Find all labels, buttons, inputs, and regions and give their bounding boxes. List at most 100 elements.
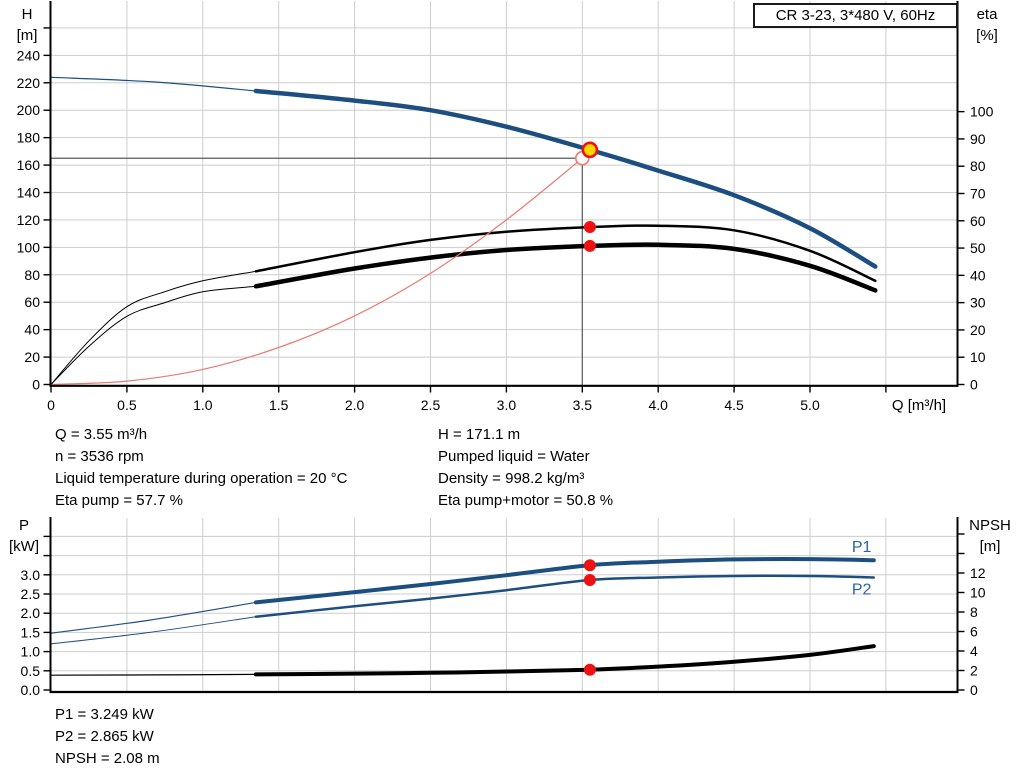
info-npsh: NPSH = 2.08 m (55, 750, 160, 767)
curve-label-p2: P2 (852, 581, 872, 598)
npsh-tick-label: 2 (970, 663, 978, 679)
npsh-axis-symbol: NPSH (969, 517, 1011, 534)
info-flow: Q = 3.55 m³/h (55, 426, 148, 443)
h-tick-label: 40 (24, 322, 40, 338)
eta-tick-label: 60 (970, 213, 986, 229)
eta-tick-label: 20 (970, 322, 986, 338)
info-top-right: H = 171.1 m Pumped liquid = Water Densit… (438, 424, 613, 512)
eta-tick-label: 80 (970, 158, 986, 174)
p-tick-label: 1.0 (21, 644, 41, 660)
npsh-tick-label: 8 (970, 604, 978, 620)
eta-tick-label: 100 (970, 104, 994, 120)
h-tick-label: 220 (17, 75, 41, 91)
q-tick-label: 3.5 (573, 397, 593, 413)
qh-out-of-range (50, 76, 257, 92)
npsh-out-of-range (50, 673, 257, 676)
q-axis-unit-label: Q [m³/h] (892, 397, 946, 414)
info-liquid-temp: Liquid temperature during operation = 20… (55, 470, 348, 487)
info-bottom: P1 = 3.249 kW P2 = 2.865 kW NPSH = 2.08 … (55, 704, 160, 770)
info-p2: P2 = 2.865 kW (55, 728, 154, 745)
q-tick-label: 0.5 (117, 397, 137, 413)
p-tick-label: 2.0 (21, 605, 41, 621)
eta-pump-motor-point[interactable] (583, 239, 596, 252)
eta-tick-label: 90 (970, 131, 986, 147)
h-axis-title: H [m] (6, 4, 48, 46)
curve-label-p1: P1 (852, 539, 872, 556)
npsh-tick-label: 0 (970, 682, 978, 698)
info-p1: P1 = 3.249 kW (55, 706, 154, 723)
system-curve (50, 157, 583, 386)
h-tick-label: 80 (24, 267, 40, 283)
p-tick-label: 1.5 (21, 624, 41, 640)
eta-axis-unit: [%] (976, 27, 998, 44)
npsh-axis-title: NPSH [m] (958, 515, 1022, 557)
npsh-axis-unit: [m] (979, 538, 1001, 555)
h-tick-label: 100 (17, 239, 41, 255)
p-tick-label: 0.5 (21, 663, 41, 679)
h-tick-label: 140 (17, 185, 41, 201)
eta-tick-label: 40 (970, 267, 986, 283)
eta-tick-label: 30 (970, 295, 986, 311)
p1-curve (253, 557, 876, 605)
eta-tick-label: 70 (970, 185, 986, 201)
h-tick-label: 60 (24, 294, 40, 310)
npsh-curve (253, 644, 876, 677)
p-axis-unit: [kW] (9, 538, 39, 555)
p2-point[interactable] (583, 573, 596, 586)
p-tick-label: 2.5 (21, 586, 41, 602)
h-tick-label: 160 (17, 157, 41, 173)
h-tick-label: 200 (17, 102, 41, 118)
h-tick-label: 120 (17, 212, 41, 228)
eta-pump-curve (254, 224, 877, 283)
q-tick-label: 1.0 (193, 397, 213, 413)
p-axis-title: P [kW] (2, 515, 46, 557)
p-tick-label: 0.0 (21, 682, 41, 698)
eta-pump-motor-curve (253, 242, 878, 293)
qh-curve (253, 88, 878, 269)
info-density: Density = 998.2 kg/m³ (438, 470, 585, 487)
q-tick-label: 5.0 (800, 397, 820, 413)
eta-tick-label: 10 (970, 349, 986, 365)
p1-point[interactable] (583, 559, 596, 572)
duty-point-actual[interactable] (581, 141, 599, 159)
eta-pump-point[interactable] (583, 221, 596, 234)
h-axis-symbol: H (21, 6, 33, 23)
info-head: H = 171.1 m (438, 426, 521, 443)
h-tick-label: 240 (17, 47, 41, 63)
pump-designation-label: CR 3-23, 3*480 V, 60Hz (775, 7, 936, 24)
npsh-tick-label: 12 (970, 565, 986, 581)
info-top-left: Q = 3.55 m³/h n = 3536 rpm Liquid temper… (55, 424, 347, 512)
q-tick-label: 4.5 (724, 397, 744, 413)
p2-out-of-range (50, 616, 257, 645)
eta-tick-label: 0 (970, 377, 978, 393)
eta-axis-symbol: eta (976, 6, 998, 23)
eta-tick-label: 50 (970, 240, 986, 256)
p-axis-symbol: P (18, 517, 29, 534)
info-pumped-liquid: Pumped liquid = Water (438, 448, 590, 465)
p-tick-label: 3.0 (21, 567, 41, 583)
info-speed: n = 3536 rpm (55, 448, 144, 465)
p1-out-of-range (50, 601, 257, 634)
h-tick-label: 20 (24, 349, 40, 365)
h-axis-unit: [m] (16, 27, 38, 44)
q-tick-label: 2.0 (345, 397, 365, 413)
npsh-point[interactable] (583, 663, 596, 676)
npsh-tick-label: 10 (970, 585, 986, 601)
q-tick-label: 1.5 (269, 397, 289, 413)
q-tick-label: 4.0 (648, 397, 668, 413)
info-eta-pump-motor: Eta pump+motor = 50.8 % (438, 492, 614, 509)
h-tick-label: 0 (32, 377, 40, 393)
npsh-tick-label: 4 (970, 643, 978, 659)
q-tick-label: 2.5 (421, 397, 441, 413)
p2-curve (254, 574, 876, 618)
eta-pump-motor-out-of-range (50, 285, 257, 385)
eta-pump-out-of-range (50, 270, 257, 385)
h-tick-label: 180 (17, 130, 41, 146)
q-tick-label: 3.0 (497, 397, 517, 413)
npsh-tick-label: 6 (970, 624, 978, 640)
pump-designation-box: CR 3-23, 3*480 V, 60Hz (753, 3, 958, 28)
q-tick-label: 0 (47, 397, 55, 413)
info-eta-pump: Eta pump = 57.7 % (55, 492, 183, 509)
